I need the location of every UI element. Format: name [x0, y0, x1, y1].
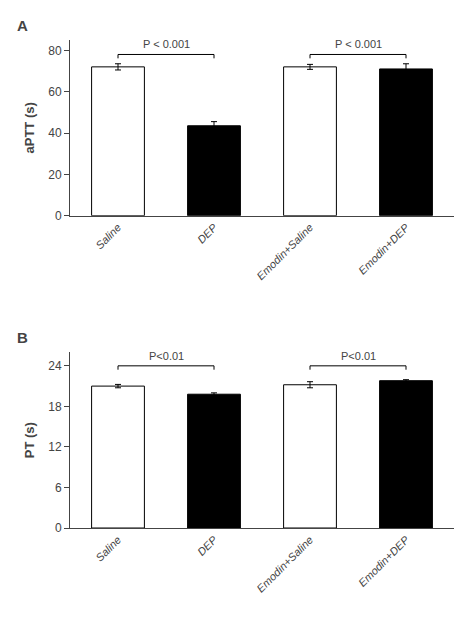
- svg-text:Emodin+DEP: Emodin+DEP: [356, 533, 412, 589]
- svg-text:DEP: DEP: [195, 533, 220, 558]
- svg-text:aPTT (s): aPTT (s): [22, 102, 37, 153]
- svg-text:PT (s): PT (s): [22, 422, 37, 458]
- svg-text:P < 0.001: P < 0.001: [335, 38, 382, 50]
- svg-text:80: 80: [48, 44, 62, 58]
- svg-text:60: 60: [48, 85, 62, 99]
- svg-text:18: 18: [48, 400, 62, 414]
- svg-text:A: A: [17, 17, 28, 34]
- svg-text:Emodin+DEP: Emodin+DEP: [356, 221, 412, 277]
- svg-text:DEP: DEP: [195, 221, 220, 246]
- svg-text:12: 12: [48, 440, 62, 454]
- svg-text:40: 40: [48, 126, 62, 140]
- svg-text:B: B: [17, 329, 28, 346]
- svg-text:P<0.01: P<0.01: [341, 350, 376, 362]
- svg-text:6: 6: [55, 481, 62, 495]
- svg-text:Emodin+Saline: Emodin+Saline: [254, 534, 315, 595]
- svg-text:0: 0: [55, 521, 62, 535]
- svg-text:P < 0.001: P < 0.001: [143, 38, 190, 50]
- svg-text:24: 24: [48, 359, 62, 373]
- svg-text:Emodin+Saline: Emodin+Saline: [254, 221, 315, 282]
- svg-text:0: 0: [55, 209, 62, 223]
- svg-text:Saline: Saline: [93, 221, 123, 251]
- svg-text:20: 20: [48, 168, 62, 182]
- svg-text:Saline: Saline: [93, 534, 123, 564]
- svg-text:P<0.01: P<0.01: [149, 350, 184, 362]
